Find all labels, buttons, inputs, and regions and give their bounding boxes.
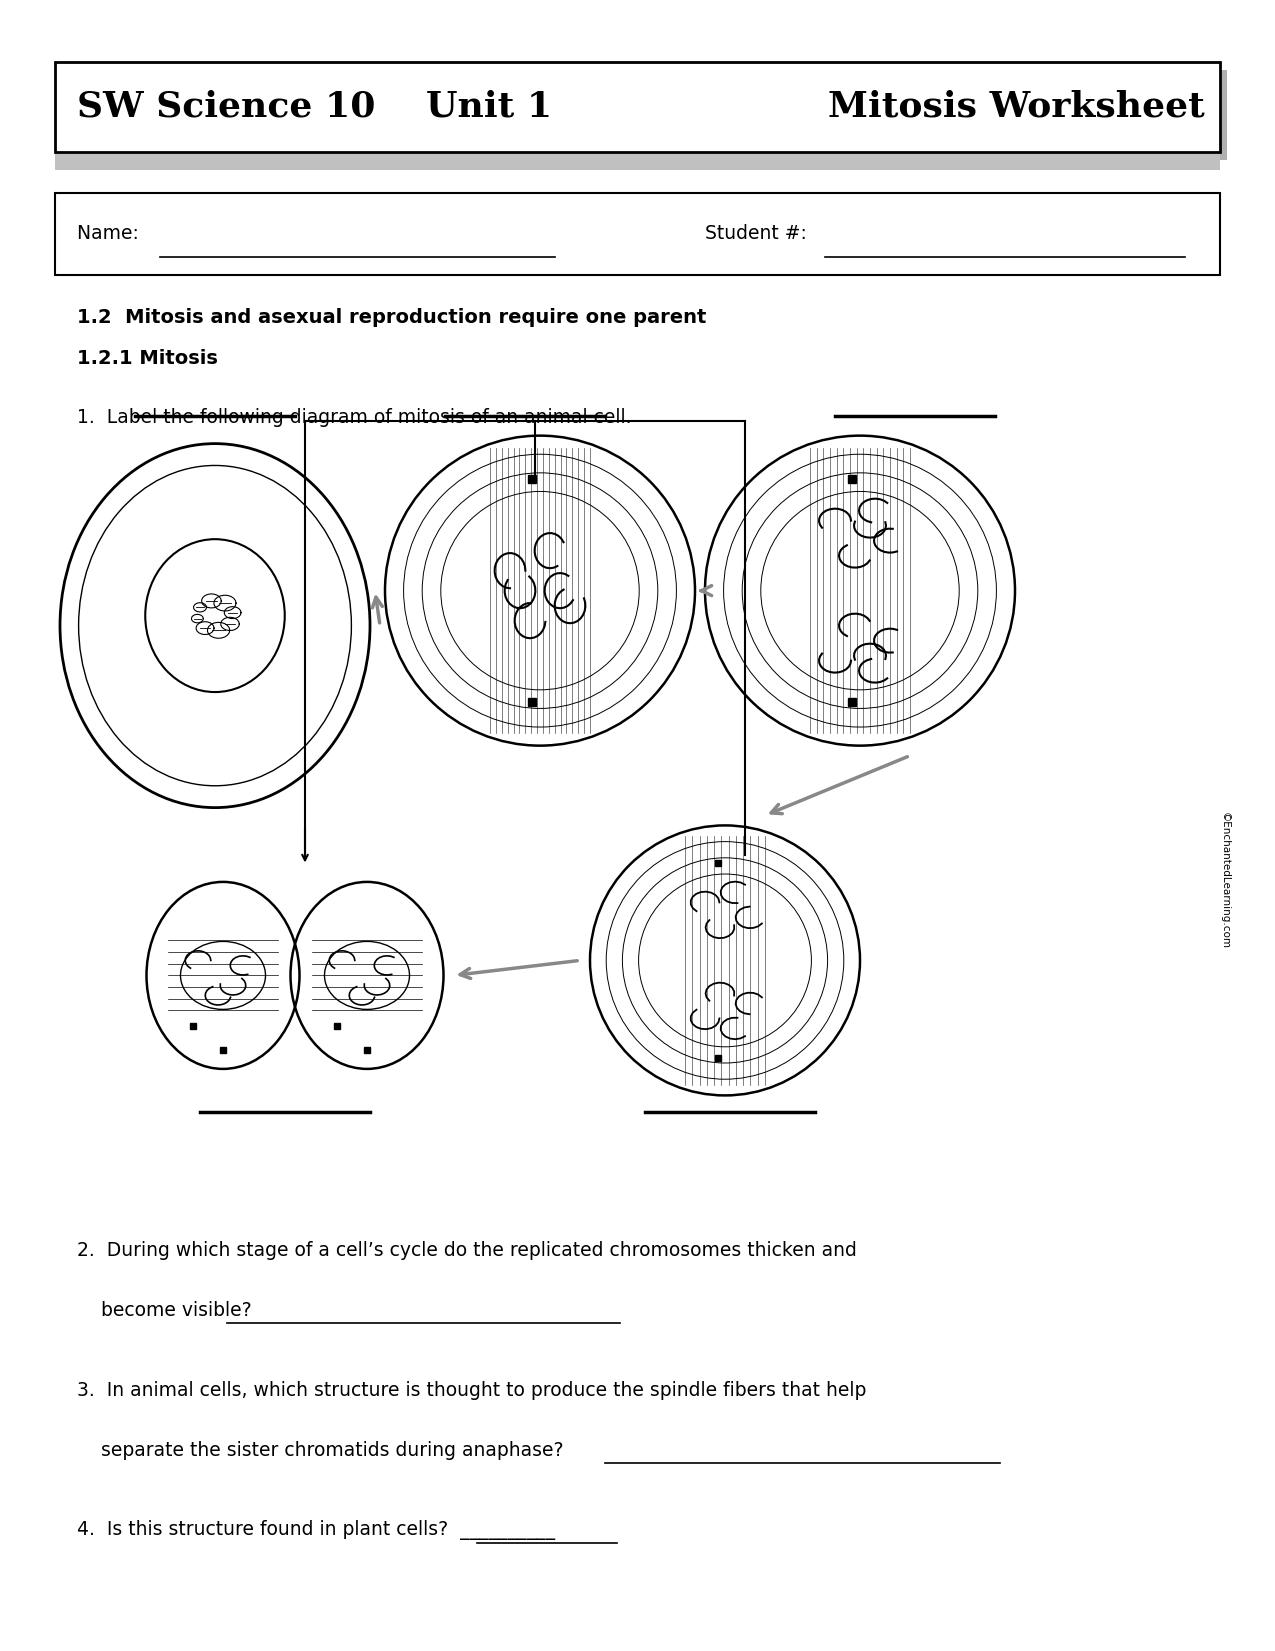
Text: 4.  Is this structure found in plant cells?  __________: 4. Is this structure found in plant cell… bbox=[76, 1521, 555, 1540]
Text: Name:: Name: bbox=[76, 225, 150, 243]
Text: Mitosis Worksheet: Mitosis Worksheet bbox=[829, 91, 1205, 124]
Text: 1.  Label the following diagram of mitosis of an animal cell.: 1. Label the following diagram of mitosi… bbox=[76, 408, 631, 428]
Text: 3.  In animal cells, which structure is thought to produce the spindle fibers th: 3. In animal cells, which structure is t… bbox=[76, 1380, 867, 1400]
Text: 2.  During which stage of a cell’s cycle do the replicated chromosomes thicken a: 2. During which stage of a cell’s cycle … bbox=[76, 1242, 857, 1260]
Text: separate the sister chromatids during anaphase?: separate the sister chromatids during an… bbox=[76, 1441, 575, 1459]
Text: 1.2  Mitosis and asexual reproduction require one parent: 1.2 Mitosis and asexual reproduction req… bbox=[76, 309, 706, 327]
Text: SW Science 10    Unit 1: SW Science 10 Unit 1 bbox=[76, 91, 552, 124]
Text: become visible?: become visible? bbox=[76, 1301, 264, 1319]
FancyBboxPatch shape bbox=[62, 69, 1227, 160]
Text: ©EnchantedLearning.com: ©EnchantedLearning.com bbox=[1220, 812, 1230, 949]
Text: 1.2.1 Mitosis: 1.2.1 Mitosis bbox=[76, 348, 218, 368]
FancyBboxPatch shape bbox=[55, 63, 1220, 152]
FancyBboxPatch shape bbox=[55, 152, 1220, 170]
Text: Student #:: Student #: bbox=[705, 225, 819, 243]
FancyBboxPatch shape bbox=[55, 193, 1220, 276]
